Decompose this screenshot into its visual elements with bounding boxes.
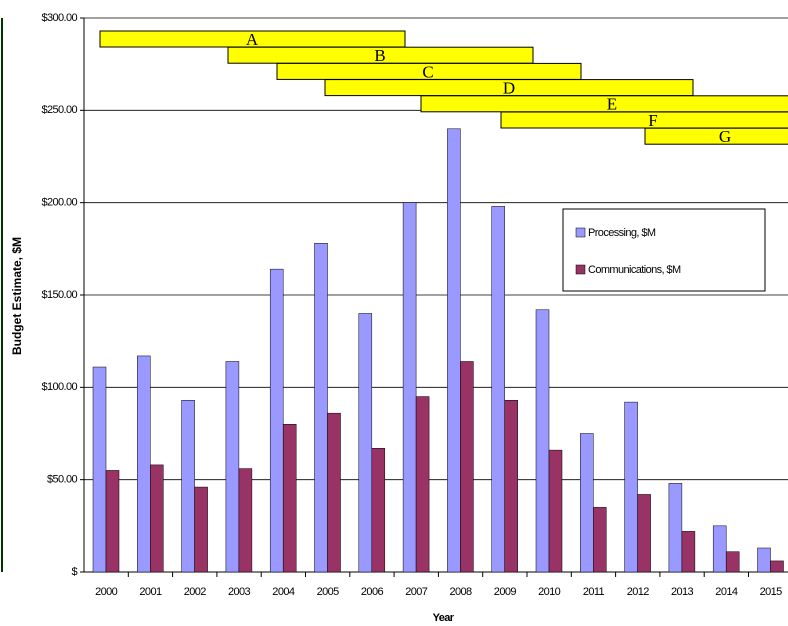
y-tick-label: $150.00 — [41, 289, 77, 301]
y-tick-label: $100.00 — [41, 381, 77, 393]
bar — [181, 400, 195, 573]
legend-label: Processing, $M — [588, 227, 656, 239]
phase-bar — [500, 111, 788, 129]
bar — [269, 268, 284, 573]
bar — [150, 464, 164, 573]
bar — [580, 433, 594, 573]
x-tick-label: 2014 — [715, 586, 738, 598]
bar — [447, 128, 461, 573]
bar — [681, 531, 696, 573]
bar — [593, 507, 607, 573]
legend-swatch — [575, 264, 586, 275]
bar — [314, 243, 328, 573]
y-tick-label: $200.00 — [41, 197, 77, 209]
bar — [548, 449, 563, 573]
x-tick-label: 2002 — [184, 586, 207, 598]
bar — [137, 355, 151, 573]
bar — [757, 547, 771, 573]
x-tick-label: 2008 — [450, 586, 473, 598]
phase-bar — [644, 127, 788, 145]
bar — [725, 551, 740, 573]
bar — [460, 361, 474, 573]
y-tick-label: $50.00 — [47, 474, 78, 486]
phase-bar — [420, 95, 788, 113]
bar — [327, 412, 341, 573]
legend-swatch — [575, 227, 586, 238]
bar — [535, 309, 550, 573]
y-tick-label: $ — [71, 566, 77, 578]
legend-label: Communications, $M — [588, 264, 681, 276]
x-tick-label: 2001 — [139, 586, 162, 598]
phase-label: E — [607, 95, 617, 114]
x-tick-label: 2012 — [627, 586, 650, 598]
phase-label: F — [648, 111, 657, 130]
bar — [770, 560, 784, 573]
bar — [282, 424, 297, 573]
bar — [92, 366, 107, 573]
x-tick-label: 2006 — [361, 586, 384, 598]
x-tick-label: 2005 — [317, 586, 340, 598]
bar — [402, 202, 417, 573]
x-tick-label: 2007 — [405, 586, 428, 598]
bar — [668, 483, 683, 573]
x-tick-label: 2010 — [538, 586, 561, 598]
bar — [238, 468, 253, 573]
y-axis-label: Budget Estimate, $M — [10, 237, 24, 355]
legend-box — [562, 208, 766, 292]
bar — [225, 361, 240, 573]
x-tick-label: 2003 — [228, 586, 251, 598]
bar — [371, 448, 386, 573]
phase-label: D — [503, 79, 515, 98]
x-tick-label: 2009 — [494, 586, 517, 598]
phase-label: C — [422, 62, 433, 81]
bar — [624, 401, 638, 573]
bar — [415, 396, 430, 573]
bar — [194, 486, 208, 573]
x-tick-label: 2000 — [95, 586, 118, 598]
phase-label: G — [719, 127, 731, 146]
phase-label: B — [374, 46, 385, 65]
bar — [491, 206, 505, 573]
x-tick-label: 2011 — [583, 586, 605, 598]
bar — [358, 313, 373, 573]
x-tick-label: 2015 — [760, 586, 783, 598]
x-axis-label: Year — [433, 612, 455, 624]
bar — [504, 400, 518, 573]
y-tick-label: $250.00 — [41, 104, 77, 116]
bar — [105, 470, 120, 573]
x-tick-label: 2013 — [671, 586, 694, 598]
bar — [637, 494, 651, 573]
bar — [712, 525, 727, 573]
phase-label: A — [246, 30, 259, 49]
x-tick-label: 2004 — [272, 586, 295, 598]
y-tick-label: $300.00 — [41, 12, 77, 24]
